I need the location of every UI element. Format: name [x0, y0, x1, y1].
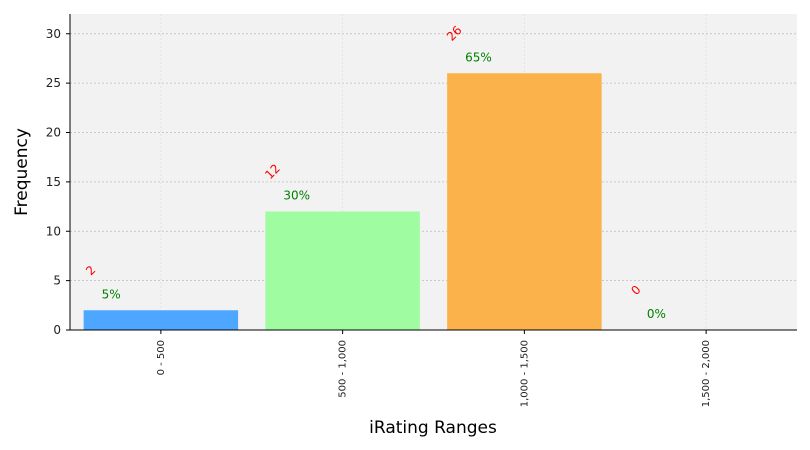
y-tick-label: 25 — [46, 76, 61, 90]
percent-label: 5% — [102, 287, 121, 301]
x-tick-label: 1,000 - 1,500 — [519, 340, 530, 407]
y-tick-label: 10 — [46, 224, 61, 238]
y-tick-label: 0 — [53, 323, 61, 337]
bars — [83, 73, 602, 330]
y-axis-title: Frequency — [12, 128, 32, 216]
y-tick-label: 20 — [46, 126, 61, 140]
x-tick-label: 500 - 1,000 — [338, 340, 349, 398]
percent-label: 30% — [283, 189, 310, 203]
grid — [70, 14, 797, 330]
x-ticks: 0 - 500 500 - 1,000 1,000 - 1,500 1,500 - 2… — [156, 330, 712, 407]
y-tick-label: 15 — [46, 175, 61, 189]
x-tick-label: 0 - 500 — [156, 340, 167, 375]
y-ticks: 0 5 10 15 20 25 30 — [46, 27, 70, 337]
bar — [265, 211, 420, 330]
x-axis-title: iRating Ranges — [369, 418, 497, 438]
y-tick-label: 30 — [46, 27, 61, 41]
bar — [447, 73, 602, 330]
percent-label: 0% — [647, 307, 666, 321]
bar — [83, 310, 239, 330]
axes — [69, 14, 797, 331]
plot-background — [70, 14, 797, 330]
y-tick-label: 5 — [53, 274, 61, 288]
percent-label: 65% — [465, 50, 492, 64]
x-tick-label: 1,500 - 2,000 — [701, 340, 712, 407]
